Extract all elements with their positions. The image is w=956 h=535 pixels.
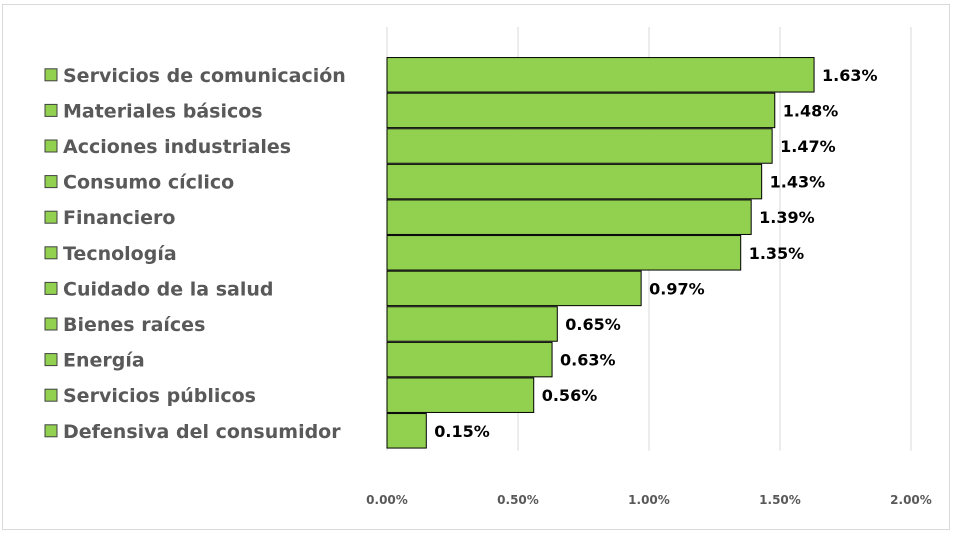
category-label: Defensiva del consumidor — [63, 421, 341, 443]
category-label: Acciones industriales — [63, 136, 291, 158]
legend-marker — [44, 424, 58, 438]
x-tick-label: 1.00% — [628, 493, 670, 507]
category-label: Consumo cíclico — [63, 172, 234, 194]
x-axis-ticks: 0.00% 0.50% 1.00% 1.50% 2.00% — [366, 493, 932, 507]
bar — [386, 413, 427, 449]
category-label: Cuidado de la salud — [63, 278, 274, 300]
category-label: Tecnología — [63, 243, 177, 265]
bars — [386, 57, 815, 449]
legend-marker — [44, 388, 58, 402]
chart-frame: Servicios de comunicación Materiales bási… — [2, 4, 950, 530]
data-label: 1.39% — [759, 208, 815, 227]
category-label: Bienes raíces — [63, 314, 205, 336]
legend-marker — [44, 281, 58, 295]
category-label: Energía — [63, 350, 145, 372]
legend-marker — [44, 68, 58, 82]
legend: Servicios de comunicación Materiales bási… — [44, 65, 346, 443]
data-label: 0.56% — [542, 386, 598, 405]
x-tick-label: 1.50% — [759, 493, 801, 507]
legend-marker — [44, 317, 58, 331]
legend-marker — [44, 210, 58, 224]
legend-marker — [44, 353, 58, 367]
bar — [386, 163, 763, 200]
x-tick-label: 0.00% — [366, 493, 408, 507]
bar — [386, 270, 642, 307]
legend-marker — [44, 103, 58, 117]
x-tick-label: 2.00% — [890, 493, 932, 507]
data-labels: 1.63% 1.48% 1.47% 1.43% 1.39% 1.35% 0.97% 0.65%… — [434, 66, 877, 441]
category-label: Materiales básicos — [63, 100, 263, 122]
data-label: 1.48% — [783, 101, 839, 120]
data-label: 1.63% — [822, 66, 878, 85]
data-label: 0.97% — [649, 279, 705, 298]
legend-marker — [44, 139, 58, 153]
bar — [386, 377, 535, 413]
bar — [386, 128, 773, 164]
bar — [386, 306, 558, 342]
bar — [386, 57, 815, 93]
bar — [386, 92, 776, 129]
data-label: 1.47% — [780, 137, 836, 156]
category-label: Servicios de comunicación — [63, 65, 346, 87]
x-tick-label: 0.50% — [497, 493, 539, 507]
bar — [386, 199, 752, 235]
data-label: 1.35% — [749, 244, 805, 263]
category-label: Servicios públicos — [63, 385, 256, 407]
legend-marker — [44, 175, 58, 189]
data-label: 0.63% — [560, 351, 616, 370]
legend-marker — [44, 246, 58, 260]
bar — [386, 341, 553, 378]
category-label: Financiero — [63, 207, 175, 229]
data-label: 0.15% — [434, 422, 490, 441]
data-label: 0.65% — [565, 315, 621, 334]
bar — [386, 235, 742, 271]
data-label: 1.43% — [770, 173, 826, 192]
bar-chart: Servicios de comunicación Materiales bási… — [44, 27, 932, 507]
